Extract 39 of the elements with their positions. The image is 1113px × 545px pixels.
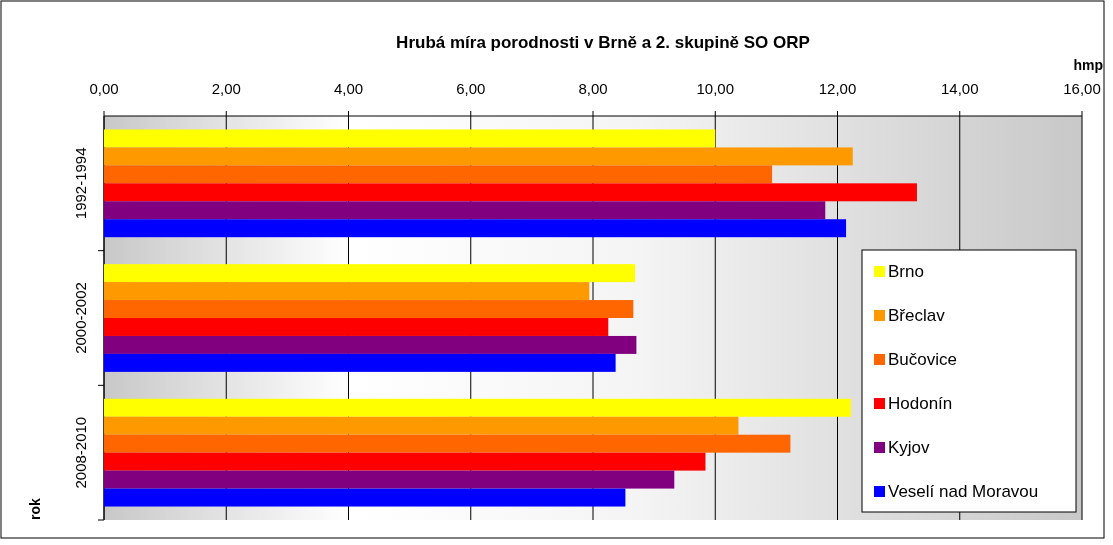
x-tick-label: 2,00 (211, 80, 241, 97)
bar (104, 129, 716, 148)
bar (104, 353, 616, 372)
y-tick-label: 2008-2010 (72, 416, 89, 489)
bar (104, 452, 706, 471)
bar (104, 147, 853, 166)
y-axis-title: rok (27, 498, 43, 520)
x-axis-title: hmp (1073, 57, 1103, 73)
x-tick-label: 0,00 (89, 80, 119, 97)
legend-label: Kyjov (888, 438, 931, 457)
legend-label: Hodonín (888, 394, 953, 413)
bar (104, 335, 637, 354)
chart-title: Hrubá míra porodnosti v Brně a 2. skupině SO ORP (396, 33, 810, 52)
bar (104, 282, 590, 301)
bar (104, 165, 773, 184)
x-tick-label: 4,00 (333, 80, 364, 97)
x-tick-label: 14,00 (940, 80, 979, 97)
bar (104, 488, 626, 507)
bar (104, 318, 609, 336)
x-tick-label: 10,00 (696, 80, 735, 97)
legend-label: Břeclav (888, 306, 946, 325)
bar (104, 416, 739, 435)
bar (104, 470, 675, 489)
bar (104, 398, 851, 417)
x-tick-label: 8,00 (578, 80, 608, 97)
bar (104, 300, 634, 318)
x-tick-label: 6,00 (456, 80, 486, 97)
x-tick-label: 16,00 (1063, 80, 1101, 97)
bar (104, 183, 917, 202)
legend-label: Brno (888, 262, 924, 281)
bar (104, 264, 636, 283)
legend-label: Veselí nad Moravou (888, 482, 1039, 501)
bar (104, 434, 791, 453)
y-tick-label: 2000-2002 (72, 282, 89, 354)
y-tick-label: 1992-1994 (72, 147, 89, 220)
bar (104, 219, 847, 238)
x-tick-label: 12,00 (818, 80, 857, 97)
legend-label: Bučovice (888, 350, 957, 369)
bar (104, 201, 826, 220)
